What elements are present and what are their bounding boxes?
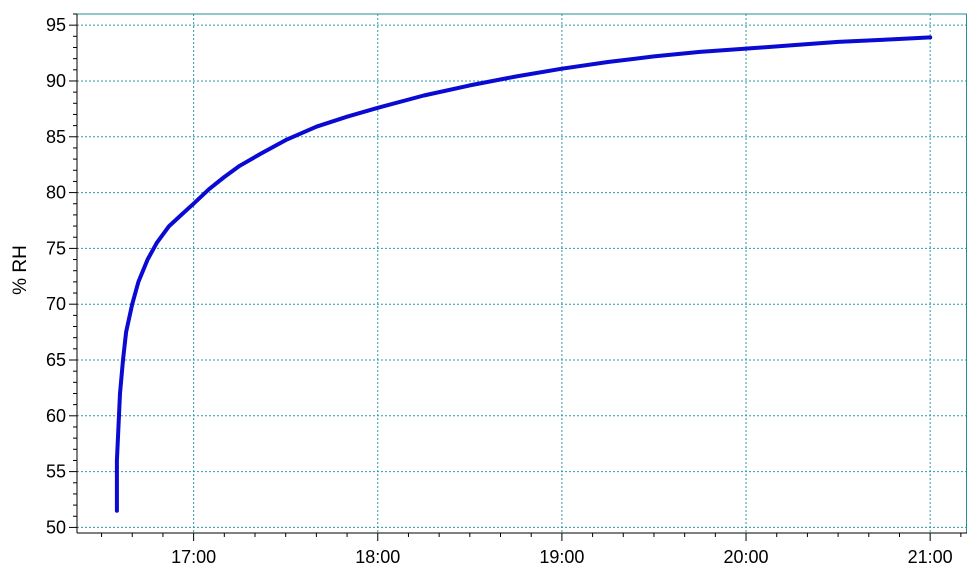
y-tick-label-85: 85 — [46, 127, 66, 147]
y-tick-label-65: 65 — [46, 350, 66, 370]
y-tick-label-80: 80 — [46, 183, 66, 203]
axes — [69, 13, 967, 541]
y-tick-label-75: 75 — [46, 238, 66, 258]
series-layer — [114, 35, 933, 513]
rh-series-line-0 — [114, 35, 933, 513]
y-tick-label-70: 70 — [46, 294, 66, 314]
x-tick-label-1900: 19:00 — [539, 547, 584, 566]
grid-lines — [77, 14, 967, 533]
x-tick-label-1700: 17:00 — [171, 547, 216, 566]
x-tick-label-1800: 18:00 — [355, 547, 400, 566]
y-tick-label-50: 50 — [46, 517, 66, 537]
y-tick-label-95: 95 — [46, 15, 66, 35]
y-tick-label-90: 90 — [46, 71, 66, 91]
x-tick-label-2000: 20:00 — [724, 547, 769, 566]
tick-labels: 50 55 60 65 70 75 80 85 90 95 17:00 18:00 19:00 20:00… — [46, 15, 953, 566]
y-tick-label-55: 55 — [46, 462, 66, 482]
y-tick-label-60: 60 — [46, 406, 66, 426]
y-axis-label: % RH — [10, 245, 31, 295]
x-tick-label-2100: 21:00 — [908, 547, 953, 566]
